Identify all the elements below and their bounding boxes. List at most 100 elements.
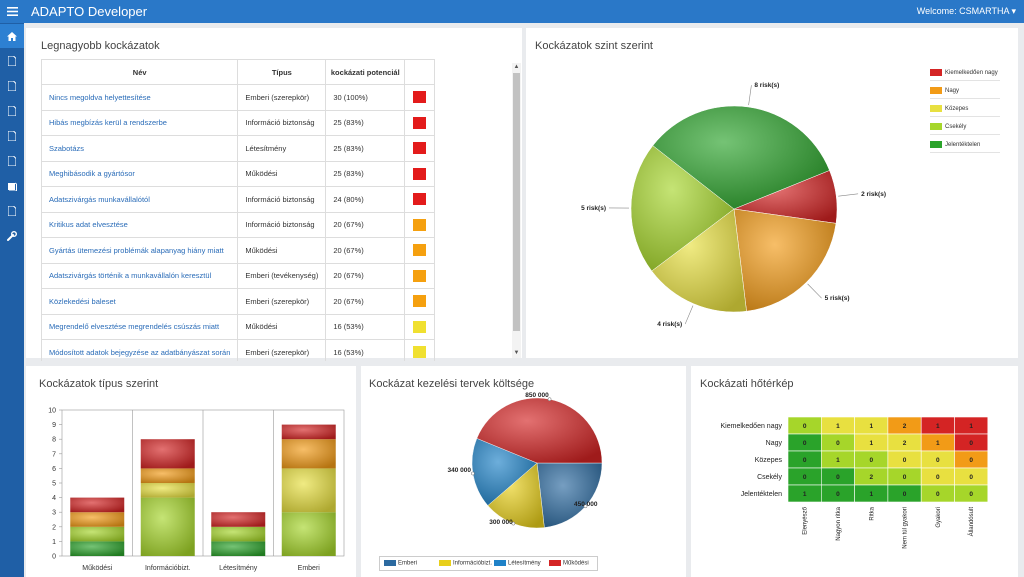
bar-segment[interactable] — [211, 526, 266, 542]
risk-name-link[interactable]: Közlekedési baleset — [41, 288, 239, 315]
cost-slice-marker — [511, 521, 516, 526]
legend-item[interactable]: Jelentéktelen — [930, 141, 980, 148]
bar-segment[interactable] — [281, 468, 336, 513]
risk-name-link[interactable]: Nincs megoldva helyettesítése — [41, 84, 239, 111]
top-bar: ADAPTO Developer Welcome: CSMARTHA ▾ — [0, 0, 1024, 23]
document-icon[interactable] — [0, 99, 24, 123]
user-menu[interactable]: Welcome: CSMARTHA ▾ — [916, 6, 1016, 16]
table-row[interactable]: Hibás megbízás kerül a rendszerbe Informá… — [41, 109, 435, 136]
bar-segment[interactable] — [70, 526, 125, 542]
risk-heatmap: Kiemelkedően nagy 0 1 1 2 1 1 Nagy 0 0 1 2 1 0 Közepes… — [721, 416, 989, 549]
pie-label-leader — [838, 193, 859, 197]
bar-segment[interactable] — [70, 541, 125, 556]
risk-name-link[interactable]: Adatszivárgás munkavállalótól — [41, 186, 239, 213]
pie-slice-csek-ly[interactable] — [630, 145, 735, 272]
risk-name-link[interactable]: Hibás megbízás kerül a rendszerbe — [41, 109, 239, 136]
table-row[interactable]: Meghibásodik a gyártósor Működési 25 (83%) — [41, 160, 435, 187]
table-row[interactable]: Módosított adatok bejegyzése az adatbány… — [41, 339, 435, 361]
bar-segment[interactable] — [140, 483, 195, 498]
risk-name-link[interactable]: Szabotázs — [41, 135, 239, 162]
risk-name-link[interactable]: Módosított adatok bejegyzése az adatbány… — [41, 339, 239, 361]
risk-name-link[interactable]: Meghibásodik a gyártósor — [41, 160, 239, 187]
scroll-up-arrow[interactable]: ▲ — [513, 64, 520, 70]
table-row[interactable]: Adatszivárgás történik a munkavállalón k… — [41, 262, 435, 289]
bar-segment[interactable] — [140, 497, 195, 556]
column-header-potential[interactable]: kockázati potenciál — [325, 59, 406, 85]
document-icon[interactable] — [0, 74, 24, 98]
legend-item[interactable]: Emberi — [384, 560, 417, 567]
legend-label: Létesítmény — [508, 560, 541, 567]
risk-potential-cell: 30 (100%) — [325, 84, 406, 111]
legend-item[interactable]: Működési — [549, 560, 589, 567]
bar-segment[interactable] — [70, 512, 125, 527]
heatmap-cell-value: 0 — [936, 474, 940, 481]
bar-segment[interactable] — [281, 439, 336, 469]
legend-item[interactable]: Közepes — [930, 105, 968, 112]
legend-item[interactable]: Kiemelkedően nagy — [930, 69, 998, 76]
risk-level-swatch — [413, 346, 427, 359]
table-scrollbar[interactable]: ▲ ▼ — [512, 63, 521, 358]
y-tick-label: 2 — [52, 524, 56, 531]
bar-segment[interactable] — [281, 512, 336, 556]
home-icon[interactable] — [0, 24, 24, 48]
table-row[interactable]: Nincs megoldva helyettesítése Emberi (sze… — [41, 84, 435, 111]
hamburger-menu-icon[interactable] — [0, 0, 24, 23]
scroll-down-arrow[interactable]: ▼ — [513, 350, 520, 356]
heatmap-col-label: Gyakori — [936, 507, 942, 528]
risk-name-link[interactable]: Kritikus adat elvesztése — [41, 211, 239, 238]
risk-name-link[interactable]: Gyártás ütemezési problémák alapanyag hi… — [41, 237, 239, 264]
document-icon[interactable] — [0, 149, 24, 173]
legend-label: Információbizt. — [453, 560, 493, 567]
book-icon[interactable] — [0, 174, 24, 198]
pie-slice-k-zepes[interactable] — [651, 208, 747, 313]
heatmap-cell-value: 0 — [936, 457, 940, 464]
bar-segment[interactable] — [70, 497, 125, 513]
risk-level-swatch — [413, 244, 427, 257]
document-icon[interactable] — [0, 49, 24, 73]
legend-item[interactable]: Nagy — [930, 87, 959, 94]
table-row[interactable]: Adatszivárgás munkavállalótól Információ … — [41, 186, 435, 213]
risk-level-swatch — [413, 91, 427, 104]
wrench-icon[interactable] — [0, 224, 24, 248]
risk-potential-cell: 16 (53%) — [325, 313, 406, 340]
heatmap-cell-value: 1 — [836, 423, 840, 430]
table-row[interactable]: Gyártás ütemezési problémák alapanyag hi… — [41, 237, 435, 264]
document-icon[interactable] — [0, 124, 24, 148]
y-tick-label: 10 — [48, 408, 56, 415]
column-header-type[interactable]: Típus — [237, 59, 327, 85]
heatmap-cell[interactable] — [954, 484, 989, 503]
pie-slice-nagy[interactable] — [733, 208, 837, 312]
cost-pie-chart: 450 000 300 000 340 000 850 000 — [448, 392, 603, 529]
legend-item[interactable]: Létesítmény — [494, 560, 541, 567]
cost-slice-0[interactable] — [536, 462, 603, 528]
panel-title: Kockázat kezelési tervek költsége — [369, 378, 535, 390]
table-row[interactable]: Közlekedési baleset Emberi (szerepkör) 20 … — [41, 288, 435, 315]
heatmap-cell-value: 1 — [869, 440, 873, 447]
pie-slice-jelent-ktelen[interactable] — [652, 105, 830, 210]
table-row[interactable]: Megrendelő elvesztése megrendelés csúszá… — [41, 313, 435, 340]
pie-slice-label: 5 risk(s) — [825, 295, 850, 302]
heatmap-col-label: Állandósult — [968, 507, 975, 537]
heatmap-cell-value: 0 — [969, 491, 973, 498]
legend-label: Működési — [563, 560, 589, 567]
risk-potential-cell: 25 (83%) — [325, 109, 406, 136]
column-header-name[interactable]: Név — [41, 59, 239, 85]
bar-segment[interactable] — [211, 541, 266, 556]
legend-item[interactable]: Információbizt. — [439, 560, 492, 567]
legend-label: Közepes — [945, 106, 969, 113]
table-row[interactable]: Szabotázs Létesítmény 25 (83%) — [41, 135, 435, 162]
scroll-thumb[interactable] — [513, 73, 520, 331]
legend-item[interactable]: Csekély — [930, 123, 966, 130]
risk-color-cell — [404, 135, 435, 162]
risk-name-link[interactable]: Adatszivárgás történik a munkavállalón k… — [41, 262, 239, 289]
risk-color-cell — [404, 262, 435, 289]
risk-name-link[interactable]: Megrendelő elvesztése megrendelés csúszá… — [41, 313, 239, 340]
document-icon[interactable] — [0, 199, 24, 223]
bar-segment[interactable] — [281, 424, 336, 440]
table-row[interactable]: Kritikus adat elvesztése Információ bizto… — [41, 211, 435, 238]
risk-level-swatch — [413, 193, 427, 206]
risk-color-cell — [404, 288, 435, 315]
bar-segment[interactable] — [140, 439, 195, 469]
bar-segment[interactable] — [140, 468, 195, 483]
bar-segment[interactable] — [211, 512, 266, 527]
